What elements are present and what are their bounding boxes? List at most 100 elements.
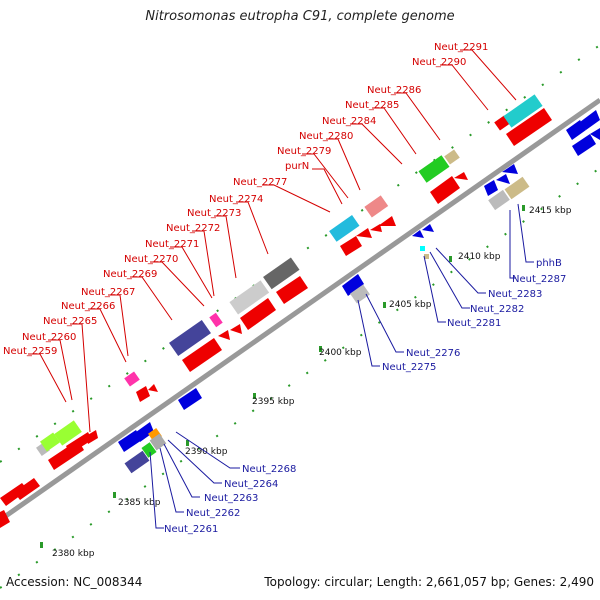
gene-feature (422, 224, 434, 232)
gene-label[interactable]: Neut_2265 (43, 316, 97, 327)
gene-feature (484, 180, 498, 196)
gene-label[interactable]: Neut_2284 (322, 116, 376, 127)
gene-feature (86, 430, 98, 444)
tick-mark (186, 440, 189, 446)
gene-feature (590, 128, 600, 140)
gene-feature (240, 298, 276, 330)
gene-feature (230, 324, 242, 334)
reverse-leaders (149, 203, 534, 529)
gene-label[interactable]: Neut_2291 (434, 42, 488, 53)
gene-feature (444, 149, 460, 165)
gene-feature (124, 450, 150, 474)
gene-feature (178, 388, 202, 410)
gene-label[interactable]: phhB (536, 258, 562, 269)
gene-feature (40, 432, 60, 452)
gene-feature (66, 432, 92, 454)
gene-feature (124, 371, 140, 387)
gene-label[interactable]: Neut_2276 (406, 348, 460, 359)
gene-feature (169, 319, 211, 357)
reverse-features (0, 110, 600, 528)
tick-label: 2410 kbp (458, 252, 501, 262)
gene-label[interactable]: Neut_2282 (470, 304, 524, 315)
gene-feature (276, 276, 308, 304)
gene-label[interactable]: Neut_2269 (103, 269, 157, 280)
tick-mark (253, 393, 256, 399)
gene-label[interactable]: Neut_2270 (124, 254, 178, 265)
gene-feature (488, 189, 510, 211)
gene-label[interactable]: Neut_2259 (3, 346, 57, 357)
gene-label[interactable]: Neut_2281 (447, 318, 501, 329)
tick-mark (522, 205, 525, 211)
forward-features (0, 94, 552, 506)
gene-feature (412, 230, 424, 238)
genome-backbone (0, 97, 600, 523)
gene-label[interactable]: Neut_2283 (488, 289, 542, 300)
gene-feature (502, 164, 518, 174)
gene-label[interactable]: purN (285, 161, 309, 172)
gene-feature (182, 338, 222, 372)
gene-label[interactable]: Neut_2271 (145, 239, 199, 250)
gene-feature (136, 422, 154, 442)
gene-label[interactable]: Neut_2277 (233, 177, 287, 188)
gene-feature (149, 433, 167, 451)
gene-feature (418, 155, 450, 183)
tick-marks (40, 205, 525, 548)
gene-feature (356, 228, 372, 238)
gene-feature (218, 330, 230, 340)
gene-feature (14, 478, 40, 500)
gene-label[interactable]: Neut_2290 (412, 57, 466, 68)
tick-mark (383, 302, 386, 308)
forward-label-group: Neut_2259 Neut_2260 Neut_2265 Neut_2266 … (3, 42, 488, 357)
gene-feature (504, 176, 530, 200)
gene-feature (503, 94, 543, 128)
gene-feature (350, 284, 370, 304)
gene-feature (54, 420, 82, 446)
tick-mark (449, 256, 452, 262)
gene-label[interactable]: Neut_2263 (204, 493, 258, 504)
tick-label: 2400 kbp (319, 348, 362, 358)
gene-feature (0, 510, 10, 528)
gene-feature (329, 215, 360, 242)
gene-feature (496, 174, 510, 184)
gene-feature (572, 134, 596, 156)
gene-feature (209, 312, 223, 328)
gene-feature (430, 176, 460, 204)
gene-label[interactable]: Neut_2268 (242, 464, 296, 475)
forward-leaders (28, 49, 517, 433)
gene-feature (420, 246, 425, 251)
gene-label[interactable]: Neut_2285 (345, 100, 399, 111)
gene-feature (566, 120, 586, 140)
gene-label[interactable]: Neut_2286 (367, 85, 421, 96)
gene-label[interactable]: Neut_2274 (209, 194, 263, 205)
tick-mark (113, 492, 116, 498)
gene-feature (141, 442, 157, 458)
tick-label: 2385 kbp (118, 498, 161, 508)
gene-feature (378, 216, 396, 226)
gene-label[interactable]: Neut_2279 (277, 146, 331, 157)
gene-label[interactable]: Neut_2267 (81, 287, 135, 298)
gene-feature (506, 108, 552, 146)
gene-feature (136, 386, 150, 402)
gene-label[interactable]: Neut_2261 (164, 524, 218, 535)
tick-label: 2405 kbp (389, 300, 432, 310)
gene-label[interactable]: Neut_2266 (61, 301, 115, 312)
gene-feature (340, 236, 362, 256)
gene-feature (454, 172, 468, 180)
gene-label[interactable]: Neut_2260 (22, 332, 76, 343)
accession-text: Accession: NC_008344 (6, 575, 143, 589)
gene-label[interactable]: Neut_2275 (382, 362, 436, 373)
gene-label[interactable]: Neut_2264 (224, 479, 278, 490)
gene-label[interactable]: Neut_2262 (186, 508, 240, 519)
tick-mark (40, 542, 43, 548)
gene-feature (263, 257, 300, 290)
tick-label: 2380 kbp (52, 549, 95, 559)
gene-feature (148, 384, 158, 392)
gene-feature (342, 274, 364, 296)
gene-label[interactable]: Neut_2287 (512, 274, 566, 285)
gene-label[interactable]: Neut_2273 (187, 208, 241, 219)
gene-feature (424, 254, 429, 259)
gene-label[interactable]: Neut_2280 (299, 131, 353, 142)
gene-label[interactable]: Neut_2272 (166, 223, 220, 234)
gene-feature (229, 280, 270, 315)
